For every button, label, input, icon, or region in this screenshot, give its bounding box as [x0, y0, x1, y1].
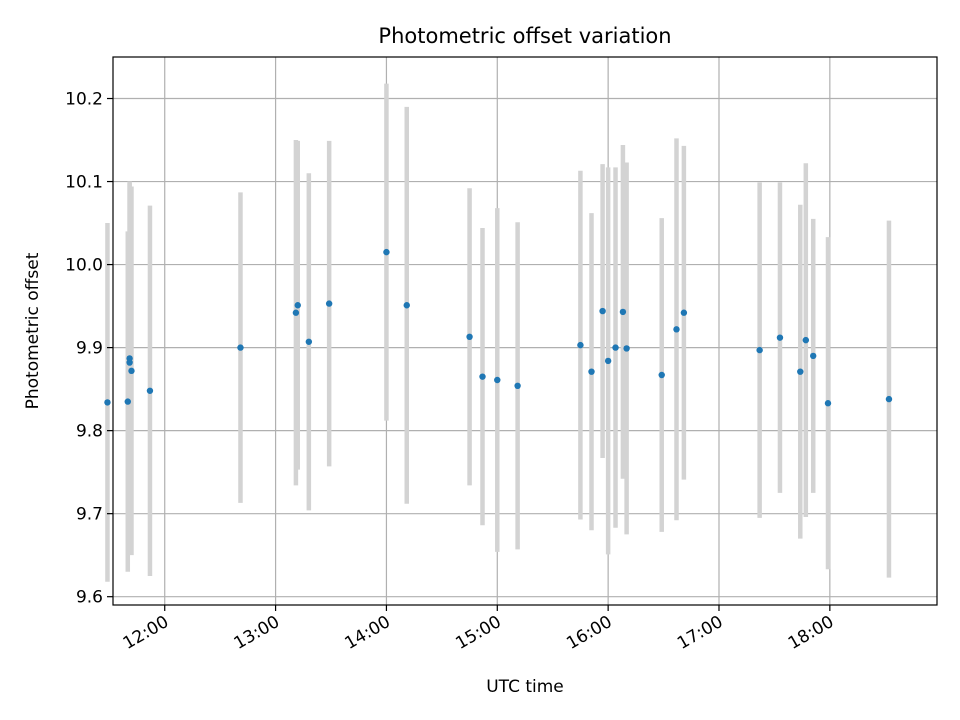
data-point	[294, 302, 301, 309]
data-point	[619, 308, 627, 316]
data-point	[104, 399, 111, 406]
data-point	[126, 355, 133, 362]
data-point	[514, 382, 521, 389]
y-axis: 9.6 9.7 9.8 9.9 10.0 10.1 10.2	[65, 90, 113, 608]
data-point	[797, 368, 804, 375]
data-point	[588, 368, 595, 375]
y-tick-label: 9.6	[76, 588, 103, 608]
data-point	[325, 300, 333, 307]
y-tick-label: 10.2	[65, 90, 103, 110]
y-tick-label: 10.1	[65, 173, 103, 193]
data-point	[612, 344, 619, 351]
data-points	[104, 248, 893, 407]
data-point	[128, 367, 135, 375]
x-axis-label: UTC time	[486, 677, 564, 697]
data-point	[673, 326, 680, 333]
y-tick-label: 9.8	[76, 422, 103, 442]
data-point	[479, 373, 486, 380]
data-point	[146, 387, 154, 394]
y-axis-label: Photometric offset	[23, 252, 43, 409]
data-point	[577, 341, 584, 349]
data-point	[237, 344, 244, 351]
data-point	[292, 309, 300, 316]
data-point	[124, 398, 131, 405]
data-point	[658, 371, 665, 379]
data-point	[824, 400, 832, 407]
data-point	[599, 307, 606, 315]
data-point	[494, 376, 501, 384]
chart-title: Photometric offset variation	[378, 24, 671, 48]
data-point	[466, 333, 473, 341]
data-point	[756, 346, 763, 354]
data-point	[623, 345, 630, 352]
y-tick-label: 9.7	[76, 505, 103, 525]
data-point	[776, 334, 784, 341]
y-tick-label: 9.9	[76, 339, 103, 359]
data-point	[383, 248, 390, 256]
data-point	[403, 302, 410, 309]
y-tick-label: 10.0	[65, 256, 103, 276]
data-point	[885, 395, 893, 403]
data-point	[604, 357, 612, 365]
data-point	[680, 309, 688, 316]
plot-frame	[112, 56, 938, 606]
data-point	[305, 338, 313, 345]
data-point	[802, 336, 810, 344]
data-point	[810, 352, 817, 360]
